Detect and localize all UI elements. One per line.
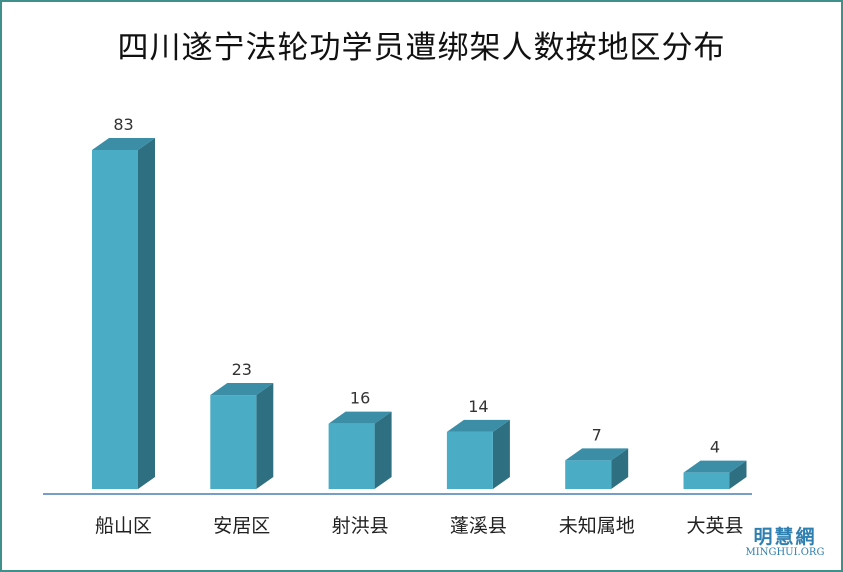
- bar-top: [446, 419, 510, 432]
- data-label: 83: [113, 115, 133, 134]
- bar: [683, 460, 747, 489]
- bar-top: [683, 460, 747, 473]
- watermark-en: MINGHUI.ORG: [745, 547, 825, 558]
- category-label: 未知属地: [559, 515, 635, 537]
- bar-side: [611, 448, 629, 489]
- bar-top: [210, 383, 274, 396]
- bar-front: [565, 460, 612, 489]
- bar-side: [729, 460, 747, 489]
- category-label: 射洪县: [332, 515, 389, 537]
- bar: [446, 419, 510, 489]
- bar-front: [92, 150, 138, 489]
- bar: [328, 411, 392, 489]
- bar-top: [565, 448, 629, 461]
- data-label: 7: [592, 425, 602, 444]
- category-label: 蓬溪县: [450, 515, 507, 537]
- bar: [565, 448, 629, 489]
- bar-front: [210, 395, 257, 489]
- bar-side: [492, 419, 510, 489]
- category-label: 安居区: [213, 515, 270, 537]
- watermark-cn: 明慧網: [753, 526, 817, 548]
- bar: [210, 383, 274, 489]
- bar-side: [256, 383, 274, 489]
- bar-front: [446, 431, 493, 489]
- data-label: 23: [232, 360, 252, 379]
- data-label: 16: [350, 389, 370, 408]
- bar-top: [92, 138, 155, 150]
- bar-front: [328, 423, 375, 489]
- bar-front: [683, 472, 730, 489]
- category-label: 船山区: [95, 515, 152, 537]
- bar: [92, 138, 155, 489]
- data-label: 4: [710, 438, 720, 457]
- category-label: 大英县: [686, 515, 743, 537]
- bar-side: [374, 411, 392, 489]
- chart-title: 四川遂宁法轮功学员遭绑架人数按地区分布: [117, 30, 726, 66]
- data-label: 14: [468, 397, 488, 416]
- bar-top: [328, 411, 392, 424]
- minghui-watermark: 明慧網 MINGHUI.ORG: [730, 522, 840, 558]
- bar-side: [138, 138, 155, 489]
